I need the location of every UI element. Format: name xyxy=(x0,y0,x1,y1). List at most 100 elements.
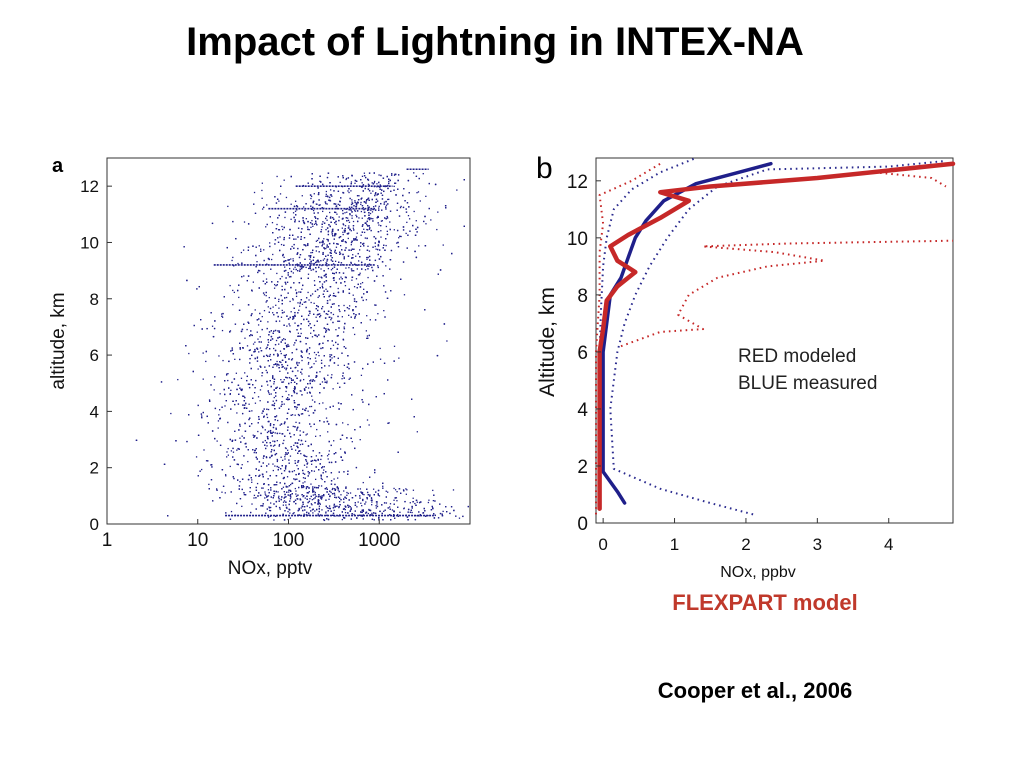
scatter-point xyxy=(234,430,236,432)
scatter-point xyxy=(283,260,285,262)
scatter-point xyxy=(366,237,368,239)
scatter-point xyxy=(342,176,344,179)
scatter-point xyxy=(311,504,313,506)
scatter-point xyxy=(305,460,308,462)
scatter-point xyxy=(367,256,369,259)
scatter-point xyxy=(319,495,321,498)
scatter-point xyxy=(318,342,321,345)
scatter-point xyxy=(405,208,407,210)
scatter-point xyxy=(284,367,286,369)
scatter-point xyxy=(359,495,361,497)
scatter-point xyxy=(305,203,307,205)
scatter-point xyxy=(276,460,278,463)
scatter-point xyxy=(300,277,302,280)
scatter-point xyxy=(367,245,369,247)
scatter-point xyxy=(267,401,269,403)
scatter-point xyxy=(304,258,306,260)
scatter-point xyxy=(323,296,325,298)
scatter-point xyxy=(333,238,335,240)
scatter-point xyxy=(271,221,274,224)
scatter-point xyxy=(434,183,437,186)
scatter-point xyxy=(389,503,392,505)
scatter-point xyxy=(322,251,324,254)
scatter-point xyxy=(294,342,296,344)
scatter-point xyxy=(393,189,395,191)
scatter-point xyxy=(302,408,304,410)
scatter-point xyxy=(297,364,299,367)
scatter-point xyxy=(314,478,317,481)
scatter-point xyxy=(342,231,344,233)
scatter-point xyxy=(434,500,436,502)
scatter-point xyxy=(341,264,344,266)
scatter-point xyxy=(320,276,322,278)
scatter-point xyxy=(285,496,287,498)
scatter-point xyxy=(311,183,314,185)
scatter-point xyxy=(265,354,268,357)
scatter-point xyxy=(259,474,261,477)
scatter-point xyxy=(337,243,339,245)
scatter-point xyxy=(314,486,316,489)
scatter-point xyxy=(313,263,316,265)
scatter-point xyxy=(274,444,276,446)
scatter-point xyxy=(326,380,328,382)
scatter-point xyxy=(343,258,345,260)
scatter-point xyxy=(316,371,318,374)
scatter-point xyxy=(268,296,270,299)
scatter-point xyxy=(349,214,351,216)
scatter-point xyxy=(311,219,313,222)
scatter-point xyxy=(294,367,296,369)
scatter-point xyxy=(273,389,275,391)
scatter-point xyxy=(300,439,303,442)
scatter-point xyxy=(342,175,344,177)
scatter-point xyxy=(361,509,363,511)
scatter-point xyxy=(240,330,243,333)
scatter-point xyxy=(270,455,273,457)
scatter-point xyxy=(364,269,367,271)
scatter-point xyxy=(334,221,336,224)
scatter-point xyxy=(200,413,203,415)
scatter-point xyxy=(291,358,294,360)
scatter-point xyxy=(309,256,312,259)
scatter-point xyxy=(341,227,343,229)
scatter-point xyxy=(351,215,353,217)
scatter-point xyxy=(274,239,276,241)
scatter-point xyxy=(335,252,337,254)
scatter-point xyxy=(355,305,357,308)
scatter-point xyxy=(388,178,390,180)
scatter-point xyxy=(330,255,332,257)
scatter-point xyxy=(287,372,289,374)
scatter-point xyxy=(252,245,254,247)
scatter-point xyxy=(354,494,357,497)
scatter-point xyxy=(327,340,329,342)
scatter-point xyxy=(302,469,304,472)
scatter-point xyxy=(302,495,304,498)
scatter-point xyxy=(331,493,334,495)
scatter-point xyxy=(294,499,297,501)
scatter-point xyxy=(344,451,346,453)
scatter-point xyxy=(243,221,246,223)
scatter-point xyxy=(324,365,326,367)
scatter-point xyxy=(254,309,256,311)
scatter-point xyxy=(306,462,309,464)
scatter-point xyxy=(210,312,212,314)
scatter-point xyxy=(240,441,242,443)
scatter-point xyxy=(337,489,339,491)
scatter-point xyxy=(387,422,389,425)
scatter-point xyxy=(345,217,347,219)
scatter-point xyxy=(262,441,264,443)
scatter-point xyxy=(317,500,319,502)
scatter-point xyxy=(326,246,328,248)
scatter-point xyxy=(313,329,315,332)
scatter-point xyxy=(285,361,287,363)
scatter-point xyxy=(367,337,369,339)
scatter-point xyxy=(330,480,333,482)
scatter-point xyxy=(326,476,328,478)
scatter-point xyxy=(287,343,289,346)
scatter-point xyxy=(305,218,307,220)
scatter-point xyxy=(240,389,242,391)
scatter-point xyxy=(301,413,304,415)
scatter-point xyxy=(232,220,234,223)
scatter-point xyxy=(309,498,311,500)
scatter-point xyxy=(302,482,304,484)
scatter-point xyxy=(245,446,247,448)
